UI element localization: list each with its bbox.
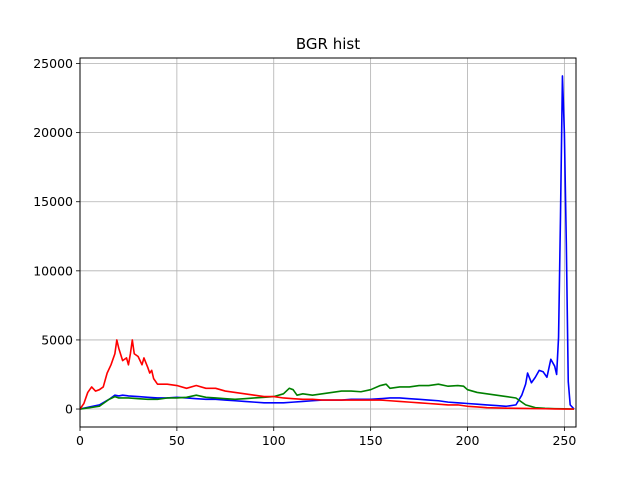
grid-lines bbox=[79, 58, 576, 427]
series-line-1 bbox=[79, 383, 575, 410]
y-tick-label: 25000 bbox=[33, 56, 73, 71]
y-axis: 0 5000 10000 15000 20000 25000 bbox=[33, 56, 80, 417]
series-line-2 bbox=[79, 339, 575, 410]
y-tick-label: 20000 bbox=[33, 125, 73, 140]
x-tick-label: 200 bbox=[456, 433, 480, 448]
y-tick-label: 5000 bbox=[41, 332, 73, 347]
series-layer bbox=[79, 75, 575, 410]
x-tick-label: 100 bbox=[262, 433, 286, 448]
x-tick-label: 50 bbox=[169, 433, 185, 448]
chart-title: BGR hist bbox=[296, 35, 360, 53]
x-axis: 0 50 100 150 200 250 bbox=[76, 427, 576, 448]
plot-frame bbox=[79, 57, 577, 428]
x-tick-label: 0 bbox=[76, 433, 84, 448]
y-tick-label: 15000 bbox=[33, 194, 73, 209]
y-tick-label: 10000 bbox=[33, 263, 73, 278]
x-tick-label: 250 bbox=[552, 433, 576, 448]
plot-area bbox=[80, 58, 576, 427]
x-tick-label: 150 bbox=[359, 433, 383, 448]
y-tick-label: 0 bbox=[65, 402, 73, 417]
